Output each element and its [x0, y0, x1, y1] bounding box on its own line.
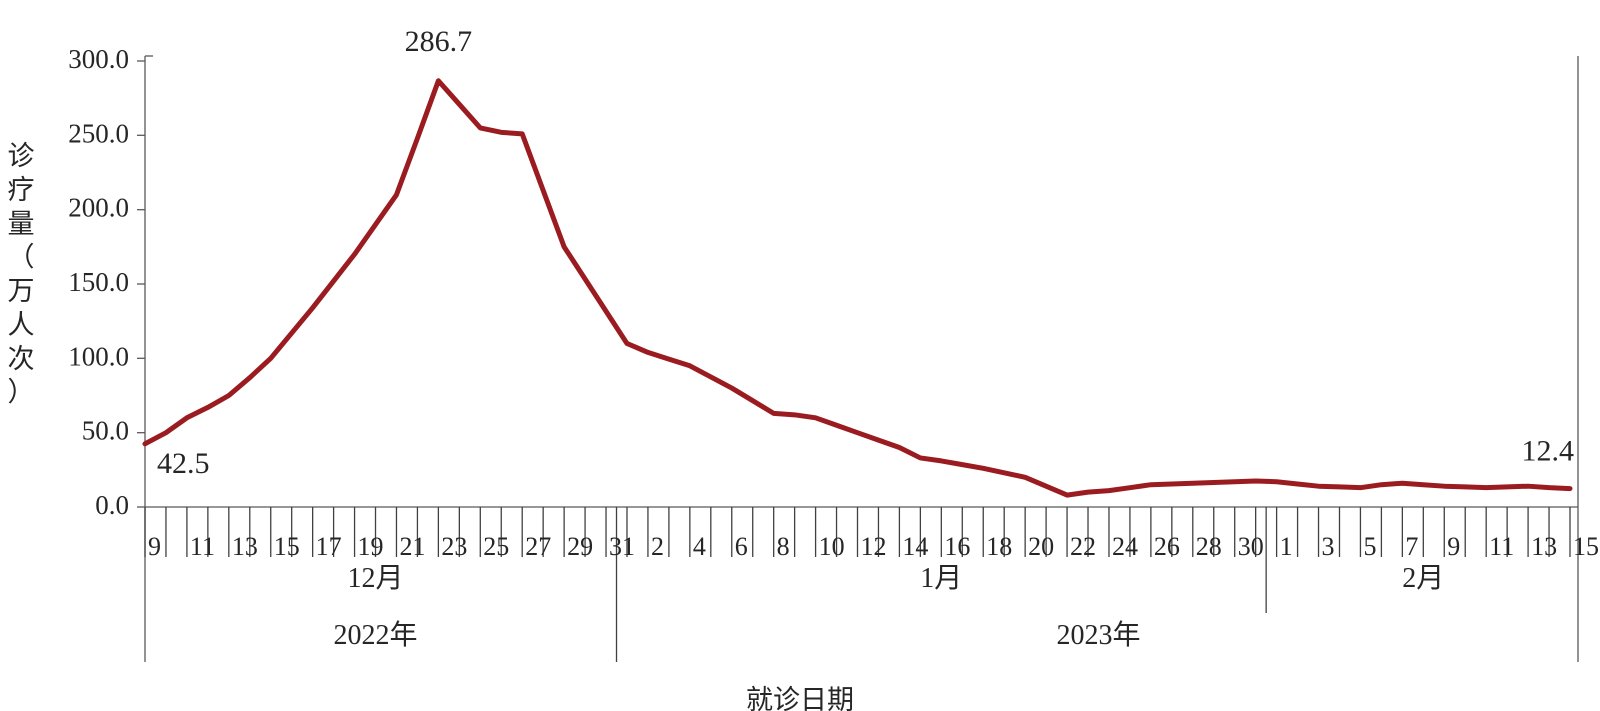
- svg-text:15: 15: [1573, 532, 1599, 561]
- svg-text:15: 15: [274, 532, 300, 561]
- svg-text:150.0: 150.0: [68, 267, 129, 297]
- svg-text:11: 11: [1489, 532, 1514, 561]
- svg-text:20: 20: [1028, 532, 1054, 561]
- svg-text:27: 27: [525, 532, 551, 561]
- svg-text:200.0: 200.0: [68, 193, 129, 223]
- svg-text:13: 13: [1531, 532, 1557, 561]
- svg-text:19: 19: [358, 532, 384, 561]
- svg-text:3: 3: [1322, 532, 1335, 561]
- svg-text:250.0: 250.0: [68, 118, 129, 148]
- svg-text:2月: 2月: [1402, 563, 1444, 594]
- svg-text:1: 1: [1280, 532, 1293, 561]
- svg-text:11: 11: [190, 532, 215, 561]
- svg-text:14: 14: [902, 532, 928, 561]
- svg-text:286.7: 286.7: [405, 25, 473, 58]
- svg-text:2022年: 2022年: [334, 619, 418, 651]
- svg-text:21: 21: [399, 532, 425, 561]
- svg-text:42.5: 42.5: [157, 447, 210, 480]
- svg-text:2: 2: [651, 532, 664, 561]
- svg-text:16: 16: [944, 532, 970, 561]
- svg-text:28: 28: [1196, 532, 1222, 561]
- svg-text:18: 18: [986, 532, 1012, 561]
- svg-text:12: 12: [861, 532, 887, 561]
- svg-text:24: 24: [1112, 532, 1138, 561]
- svg-text:31: 31: [609, 532, 635, 561]
- svg-text:30: 30: [1238, 532, 1264, 561]
- svg-text:50.0: 50.0: [82, 416, 129, 446]
- svg-text:13: 13: [232, 532, 258, 561]
- svg-text:10: 10: [819, 532, 845, 561]
- svg-text:5: 5: [1363, 532, 1376, 561]
- svg-text:4: 4: [693, 532, 706, 561]
- svg-text:25: 25: [483, 532, 509, 561]
- svg-text:26: 26: [1154, 532, 1180, 561]
- svg-text:0.0: 0.0: [95, 490, 129, 520]
- svg-text:22: 22: [1070, 532, 1096, 561]
- svg-text:12.4: 12.4: [1522, 435, 1575, 468]
- svg-text:12月: 12月: [348, 563, 404, 594]
- svg-text:300.0: 300.0: [68, 44, 129, 74]
- svg-text:9: 9: [148, 532, 161, 561]
- svg-text:23: 23: [441, 532, 467, 561]
- svg-text:2023年: 2023年: [1056, 619, 1140, 651]
- svg-text:100.0: 100.0: [68, 341, 129, 371]
- svg-text:6: 6: [735, 532, 748, 561]
- svg-text:29: 29: [567, 532, 593, 561]
- svg-text:8: 8: [777, 532, 790, 561]
- svg-text:9: 9: [1447, 532, 1460, 561]
- svg-text:7: 7: [1405, 532, 1418, 561]
- svg-text:17: 17: [316, 532, 342, 561]
- svg-text:1月: 1月: [920, 563, 962, 594]
